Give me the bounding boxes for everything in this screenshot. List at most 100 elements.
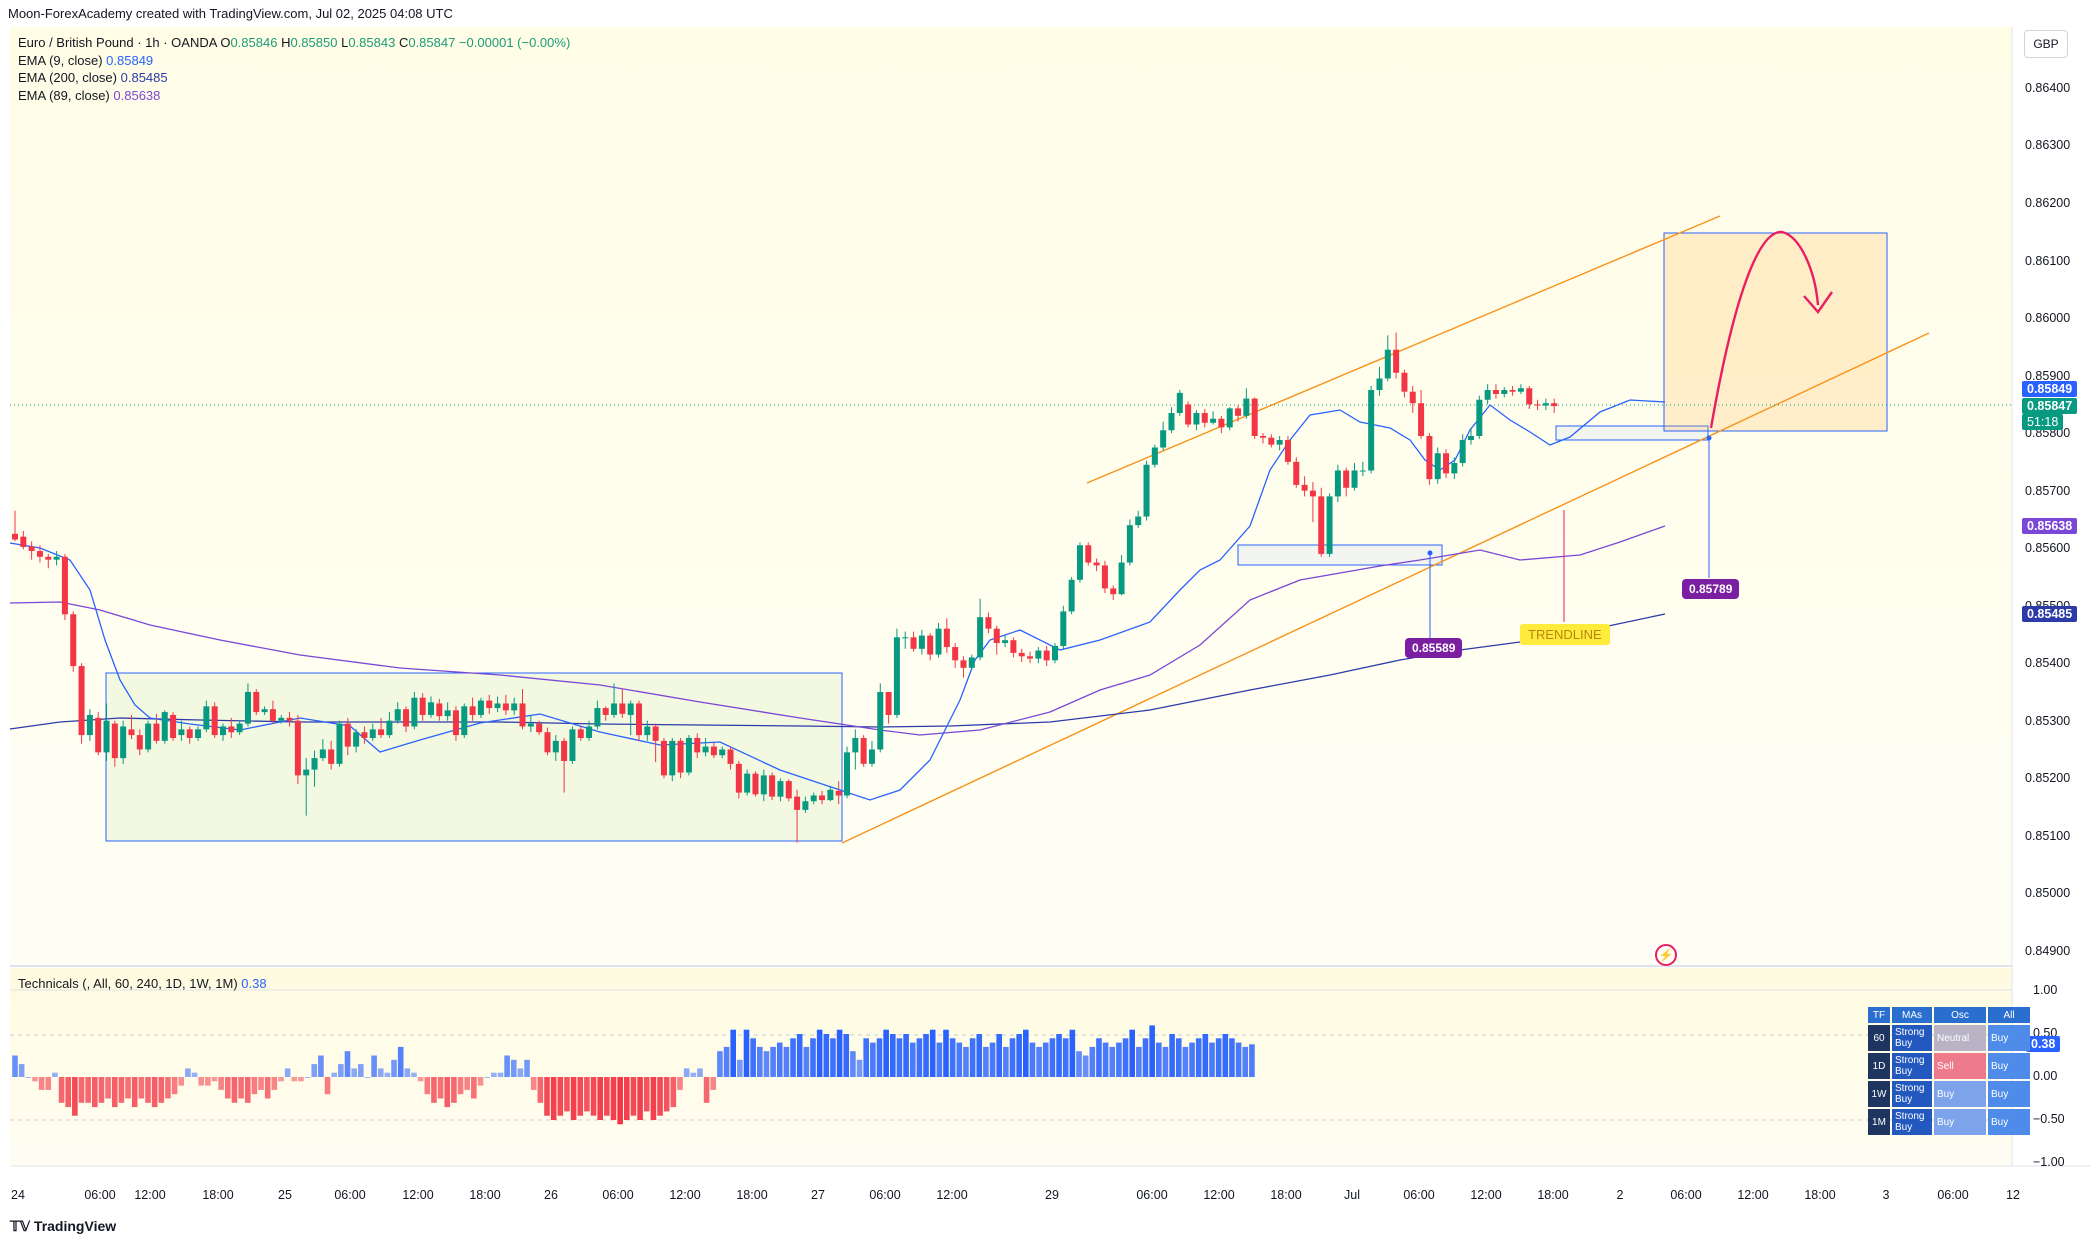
osc-bar — [677, 1077, 683, 1090]
candle-body — [1459, 440, 1466, 464]
osc-bar — [1162, 1046, 1169, 1077]
candle — [78, 663, 85, 744]
osc-bar — [72, 1077, 78, 1116]
osc-bar — [1189, 1042, 1195, 1077]
osc-bar — [584, 1077, 590, 1112]
osc-bar — [936, 1042, 943, 1077]
candle — [552, 735, 559, 761]
osc-bar — [158, 1077, 165, 1103]
symbol-row[interactable]: Euro / British Pound · 1h · OANDA O0.858… — [18, 35, 571, 50]
trendline-label[interactable]: TRENDLINE — [1520, 624, 1610, 645]
lightning-icon[interactable]: ⚡ — [1655, 944, 1677, 966]
osc-bar — [484, 1077, 490, 1078]
price-tick: 0.85100 — [2025, 829, 2071, 843]
candle — [1110, 585, 1117, 600]
osc-bar — [191, 1072, 198, 1077]
price-tick: 0.84900 — [2025, 944, 2071, 958]
candle — [236, 720, 243, 736]
candle-body — [1143, 464, 1150, 517]
osc-bar — [1049, 1038, 1056, 1077]
osc-bar — [1222, 1034, 1229, 1077]
osc-bar — [284, 1068, 291, 1077]
candle-body — [1076, 545, 1083, 580]
candle — [1118, 555, 1125, 596]
candle-body — [677, 740, 684, 773]
osc-bar — [384, 1072, 391, 1077]
candle-body — [1043, 650, 1050, 661]
candle-body — [835, 790, 842, 796]
ema9-legend[interactable]: EMA (9, close) 0.85849 — [18, 52, 154, 68]
candle — [1251, 397, 1258, 439]
candle-body — [1551, 403, 1558, 407]
candle — [1135, 510, 1142, 529]
osc-bar — [138, 1077, 145, 1099]
time-tick: 18:00 — [1537, 1188, 1569, 1202]
osc-bar — [757, 1046, 763, 1077]
target-price-label[interactable]: 0.85789 — [1682, 579, 1740, 599]
time-tick: 12:00 — [669, 1188, 701, 1202]
candle — [1151, 444, 1158, 468]
candle-body — [519, 703, 526, 727]
candle — [461, 703, 468, 738]
time-tick: 18:00 — [202, 1188, 234, 1202]
candle-body — [1168, 412, 1175, 431]
channel-upper-line — [1086, 215, 1721, 484]
candle-body — [577, 729, 584, 738]
low-price-label[interactable]: 0.85589 — [1405, 638, 1463, 658]
candle-body — [902, 637, 909, 639]
tradingview-logo[interactable]: 𝕋𝕍 TradingView — [10, 1218, 117, 1234]
time-tick: 12:00 — [936, 1188, 968, 1202]
osc-bar — [909, 1042, 916, 1077]
time-tick: 25 — [278, 1188, 292, 1202]
candle — [619, 689, 626, 718]
osc-bar — [1182, 1046, 1189, 1077]
osc-bar — [564, 1077, 570, 1112]
candle-body — [1359, 470, 1366, 472]
osc-bar — [211, 1077, 218, 1082]
currency-button[interactable]: GBP — [2024, 30, 2068, 58]
candle-body — [1068, 579, 1075, 612]
candle — [1343, 467, 1350, 497]
candle-body — [444, 710, 451, 717]
candle-body — [1193, 412, 1200, 425]
osc-bar — [590, 1077, 597, 1116]
osc-bar — [956, 1042, 963, 1077]
technicals-legend[interactable]: Technicals (, All, 60, 240, 1D, 1W, 1M) … — [18, 976, 267, 991]
candle-body — [436, 703, 443, 717]
osc-bar — [258, 1077, 264, 1090]
osc-bar — [856, 1059, 863, 1077]
osc-bar — [78, 1077, 85, 1103]
candle — [1492, 384, 1499, 399]
osc-bar — [457, 1077, 464, 1095]
osc-bar — [32, 1077, 38, 1082]
main-pane[interactable] — [10, 27, 2012, 965]
candle-body — [361, 732, 368, 738]
candle-body — [1376, 378, 1383, 390]
candle — [1384, 335, 1391, 382]
candle — [161, 710, 168, 744]
osc-bar — [810, 1038, 816, 1077]
candle-body — [170, 714, 177, 738]
osc-bar — [1235, 1042, 1242, 1077]
candle — [1301, 476, 1308, 497]
symbol-title[interactable]: Euro / British Pound · 1h · OANDA — [18, 35, 217, 50]
ema89-legend[interactable]: EMA (89, close) 0.85638 — [18, 87, 161, 103]
time-tick: 18:00 — [469, 1188, 501, 1202]
candle-body — [303, 769, 310, 776]
candle-body — [644, 726, 651, 736]
candle-body — [236, 723, 243, 733]
osc-bar — [1076, 1051, 1082, 1077]
candle-body — [785, 781, 792, 799]
candle-body — [403, 709, 410, 727]
candle — [860, 735, 867, 767]
osc-tick: 1.00 — [2033, 983, 2058, 997]
osc-bar — [424, 1077, 431, 1095]
candle — [136, 729, 143, 756]
time-tick: 3 — [1882, 1188, 1890, 1202]
candle — [428, 696, 434, 718]
candle — [45, 553, 52, 569]
ema200-legend[interactable]: EMA (200, close) 0.85485 — [18, 70, 168, 85]
osc-bar — [171, 1077, 178, 1095]
time-tick: 06:00 — [1937, 1188, 1969, 1202]
